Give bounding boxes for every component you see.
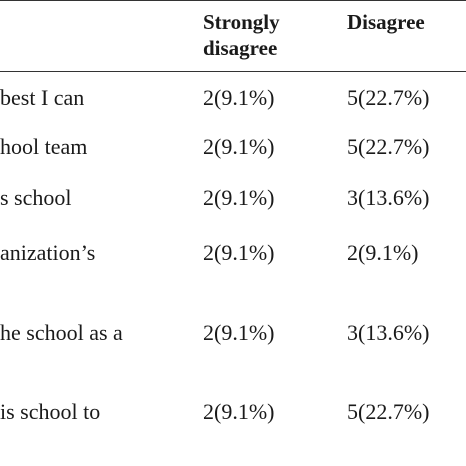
- column-header-disagree: Disagree: [347, 9, 425, 35]
- column-header-strongly-disagree: Strongly disagree: [203, 9, 280, 61]
- strongly-disagree-value: 2(9.1%): [203, 399, 275, 424]
- row-label: s school: [0, 185, 72, 210]
- strongly-disagree-value: 2(9.1%): [203, 85, 275, 110]
- table-top-rule: [0, 0, 466, 1]
- strongly-disagree-value: 2(9.1%): [203, 134, 275, 159]
- row-label: hool team: [0, 134, 88, 159]
- disagree-value: 5(22.7%): [347, 134, 430, 159]
- disagree-value: 3(13.6%): [347, 320, 430, 345]
- header-line: Strongly: [203, 10, 280, 34]
- table-header-rule: [0, 71, 466, 72]
- disagree-value: 5(22.7%): [347, 85, 430, 110]
- row-label: is school to: [0, 399, 101, 424]
- row-label: best I can: [0, 85, 85, 110]
- header-line: Disagree: [347, 10, 425, 34]
- strongly-disagree-value: 2(9.1%): [203, 185, 275, 210]
- strongly-disagree-value: 2(9.1%): [203, 240, 275, 265]
- row-label: anization’s: [0, 240, 96, 265]
- strongly-disagree-value: 2(9.1%): [203, 320, 275, 345]
- disagree-value: 5(22.7%): [347, 399, 430, 424]
- header-line: disagree: [203, 36, 278, 60]
- disagree-value: 3(13.6%): [347, 185, 430, 210]
- row-label: he school as a: [0, 320, 123, 345]
- disagree-value: 2(9.1%): [347, 240, 419, 265]
